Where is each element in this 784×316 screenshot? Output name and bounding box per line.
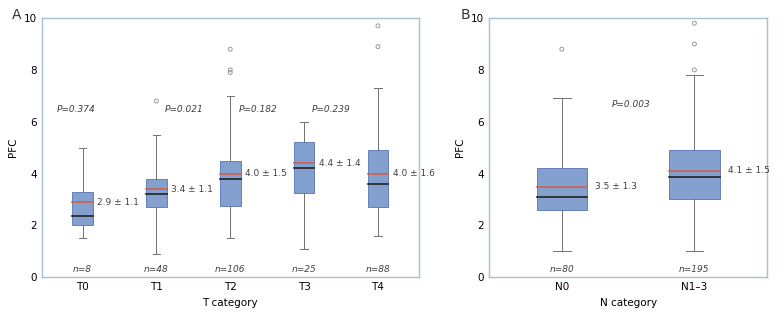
Bar [146, 179, 167, 207]
Bar [536, 168, 587, 210]
Point [372, 44, 384, 49]
Text: 4.4 ± 1.4: 4.4 ± 1.4 [319, 159, 361, 168]
Point [556, 47, 568, 52]
Text: P=0.021: P=0.021 [165, 105, 204, 114]
Text: P=0.003: P=0.003 [612, 100, 651, 109]
Point [224, 47, 237, 52]
Text: n=25: n=25 [292, 265, 317, 274]
Text: P=0.374: P=0.374 [56, 105, 96, 114]
Text: P=0.182: P=0.182 [239, 105, 278, 114]
Text: n=8: n=8 [73, 265, 92, 274]
Text: A: A [12, 8, 21, 22]
Text: P=0.239: P=0.239 [311, 105, 350, 114]
Bar [294, 143, 314, 193]
Text: 4.0 ± 1.5: 4.0 ± 1.5 [245, 169, 287, 178]
X-axis label: N category: N category [600, 298, 657, 308]
Y-axis label: PFC: PFC [456, 138, 466, 157]
Text: 4.0 ± 1.6: 4.0 ± 1.6 [393, 169, 434, 178]
Text: B: B [461, 8, 470, 22]
Point [150, 99, 162, 104]
Point [688, 41, 701, 46]
Text: n=106: n=106 [215, 265, 245, 274]
X-axis label: T category: T category [202, 298, 258, 308]
Text: 4.1 ± 1.5: 4.1 ± 1.5 [728, 167, 769, 175]
Text: 2.9 ± 1.1: 2.9 ± 1.1 [97, 198, 139, 207]
Text: n=88: n=88 [365, 265, 390, 274]
Point [688, 67, 701, 72]
Point [688, 21, 701, 26]
Point [372, 23, 384, 28]
Bar [368, 150, 388, 207]
Bar [72, 192, 93, 225]
Point [224, 67, 237, 72]
Text: n=80: n=80 [550, 265, 574, 274]
Text: 3.5 ± 1.3: 3.5 ± 1.3 [595, 182, 637, 191]
Text: n=195: n=195 [679, 265, 710, 274]
Bar [670, 150, 720, 199]
Text: n=48: n=48 [144, 265, 169, 274]
Bar [220, 161, 241, 206]
Point [224, 70, 237, 75]
Text: 3.4 ± 1.1: 3.4 ± 1.1 [171, 185, 213, 194]
Y-axis label: PFC: PFC [9, 138, 18, 157]
